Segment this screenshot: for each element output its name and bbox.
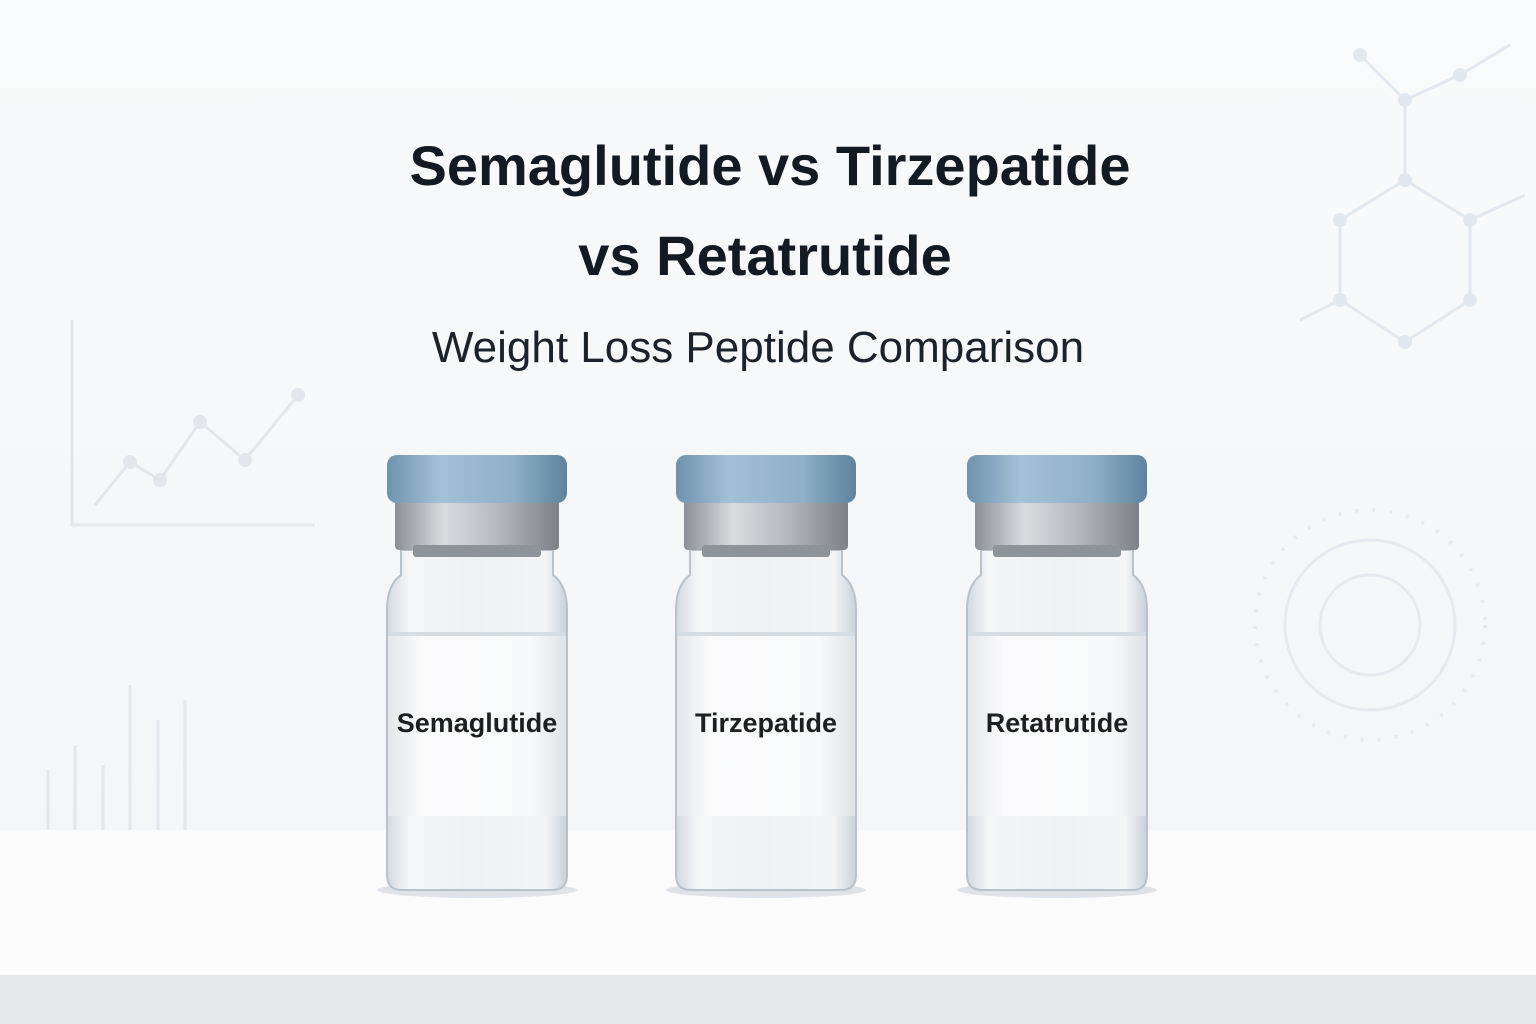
vial-liquid-line	[389, 632, 565, 636]
vial-label: Semaglutide	[397, 708, 558, 738]
vial-collar	[684, 500, 848, 550]
decor-molecule-dots	[1333, 48, 1477, 349]
subtitle: Weight Loss Peptide Comparison	[432, 323, 1084, 372]
vial-collar	[975, 500, 1139, 550]
title-line: vs Retatrutide	[578, 224, 951, 287]
vials: Semaglutide Tirzepatide Retatrutide	[377, 455, 1157, 898]
vial-label-paper	[968, 636, 1146, 816]
vial-collar	[395, 500, 559, 550]
decor-chart-dots	[123, 388, 305, 487]
vial-cap	[967, 455, 1147, 503]
vial-label-paper	[388, 636, 566, 816]
decor-circles	[1253, 508, 1487, 742]
vial-label-paper	[677, 636, 855, 816]
decor-chart	[46, 320, 315, 830]
vial-collar-lip	[413, 545, 541, 557]
vial: Tirzepatide	[666, 455, 866, 898]
vial-liquid-line	[678, 632, 854, 636]
vial-collar-lip	[993, 545, 1121, 557]
vial-cap	[387, 455, 567, 503]
title-line: Semaglutide vs Tirzepatide	[410, 134, 1131, 197]
vial: Retatrutide	[957, 455, 1157, 898]
table-edge	[0, 975, 1536, 1024]
vial-liquid-line	[969, 632, 1145, 636]
vial-label: Retatrutide	[986, 708, 1129, 738]
vial-cap	[676, 455, 856, 503]
vial-label: Tirzepatide	[695, 708, 837, 738]
vial: Semaglutide	[377, 455, 577, 898]
vial-collar-lip	[702, 545, 830, 557]
